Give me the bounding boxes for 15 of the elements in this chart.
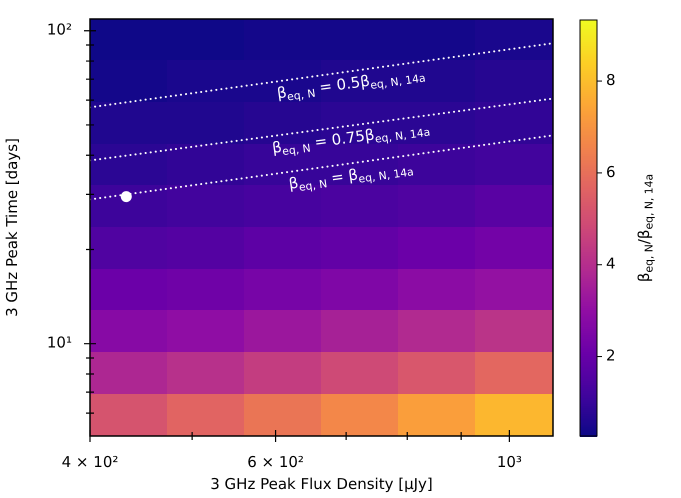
text: βeq, N = 0.75βeq, N, 14a [270,126,431,158]
color-bar-label: 8 [606,70,616,89]
y-tick-label: 10¹ [46,334,72,352]
x-tick-label: 4 × 10² [62,452,118,471]
color-bar-label: 6 [606,162,616,181]
x-axis-title: 3 GHz Peak Flux Density [μJy] [210,474,433,493]
y-axis-title: 3 GHz Peak Time [days] [2,138,21,317]
x-tick-label: 6 × 10² [247,452,304,471]
text: βeq, N = βeq, N, 14a [288,165,414,194]
text: βeq, N = 0.5βeq, N, 14a [276,71,426,104]
color-bar-label: 4 [606,254,616,273]
color-bar-title: βeq, N/βeq, N, 14a [634,174,656,282]
color-bar-label: 2 [606,346,616,364]
x-tick-label: 10³ [496,452,522,471]
y-tick-label: 10² [46,20,72,39]
